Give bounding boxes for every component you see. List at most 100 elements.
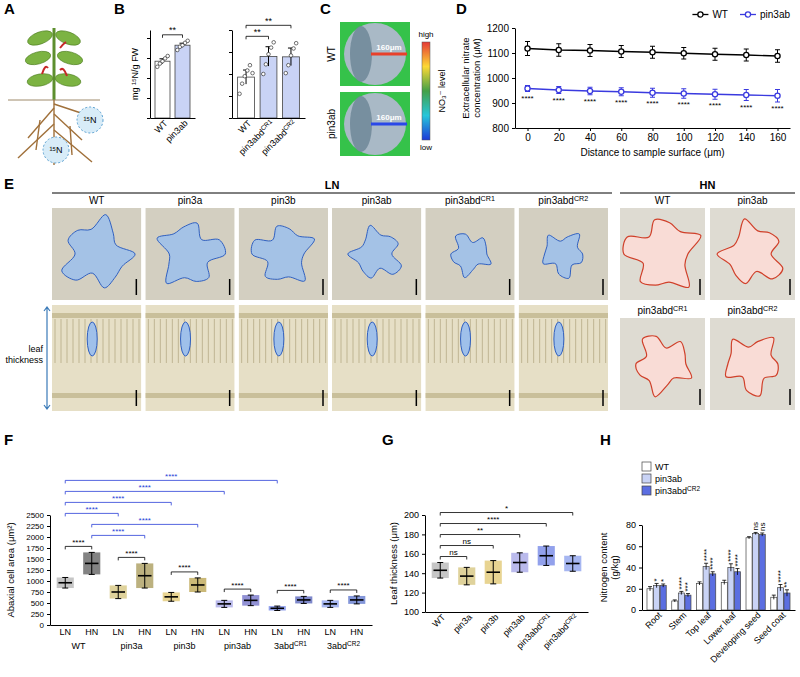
bar (685, 595, 691, 610)
bar (734, 572, 740, 610)
leaf (24, 49, 52, 67)
palisade (482, 319, 483, 363)
bar (710, 574, 716, 610)
tick-mark (512, 103, 515, 104)
micrograph (52, 305, 141, 411)
error-bar (772, 595, 776, 599)
error-bar (785, 590, 789, 596)
bar (672, 601, 678, 610)
tick-mark (229, 30, 232, 31)
palisade (247, 319, 248, 363)
error-bar (735, 569, 739, 575)
error-bar (288, 48, 294, 66)
image-label: WT (326, 46, 337, 62)
significance-label: ** (477, 526, 483, 535)
point-cloud (458, 567, 475, 584)
scale-bar (602, 390, 604, 406)
palisade (413, 319, 414, 363)
mean-line (85, 563, 99, 565)
significance-label: **** (521, 94, 533, 103)
legend-swatch (642, 462, 651, 471)
leaf (26, 28, 55, 48)
image-ground (519, 208, 608, 300)
tick (229, 52, 232, 53)
tick-label: HN (244, 627, 257, 637)
significance-label: **** (165, 472, 177, 481)
palisade (55, 319, 56, 363)
axis-line (642, 526, 643, 611)
error-bar (556, 87, 561, 94)
palisade (365, 319, 366, 363)
cell-outline (87, 322, 97, 356)
image-ground (145, 208, 234, 300)
annotation-line: leaf (28, 344, 43, 354)
tick: HN (244, 627, 257, 637)
significance-label: **** (86, 505, 98, 514)
plot-area (238, 41, 300, 118)
image-ground (52, 208, 141, 300)
point (264, 63, 268, 67)
significance-label: ns (463, 537, 471, 546)
mean-line (138, 575, 152, 577)
axis-title-line: mg ¹⁵N/g FW (130, 47, 140, 100)
tick: 250 (31, 610, 50, 619)
text-part: pin3abd (638, 305, 674, 316)
superscript: CR1 (294, 640, 307, 647)
point (284, 71, 288, 75)
tick-label: 20 (554, 132, 566, 143)
scale-bar (789, 389, 791, 405)
tick-label: WT (430, 612, 447, 629)
cell-outline (62, 215, 135, 288)
text-part: pin3abd (541, 621, 571, 651)
legend: WTpin3abpin3abdCR2 (642, 462, 700, 496)
bar (678, 593, 684, 610)
isotope-zone (43, 137, 69, 163)
measure-line (371, 123, 407, 126)
y-axis (229, 31, 233, 119)
tick-mark (512, 128, 515, 129)
error-bar (588, 87, 593, 95)
tick-mark (47, 559, 50, 560)
error-bar (713, 89, 718, 99)
scale-label: 160μm (376, 43, 401, 52)
micrograph (620, 318, 705, 410)
text-part: pin3abd (728, 305, 764, 316)
text-part: pin3abd (259, 127, 289, 157)
x-axis: LNHNLNHNLNHNLNHNLNHNLNHN (51, 626, 373, 638)
point-cloud (322, 600, 339, 607)
marker (744, 92, 749, 97)
tick-mark (147, 38, 150, 39)
axis-title-line: (g/kg) (609, 555, 620, 579)
bar (175, 45, 190, 118)
isotope-label: ¹⁵N (83, 115, 96, 125)
image-label: pin3ab (737, 195, 767, 206)
palisade (593, 319, 594, 363)
palisade (325, 319, 326, 363)
palisade (265, 319, 266, 363)
epidermis (145, 313, 234, 318)
error-bar (650, 88, 655, 97)
epidermis (332, 393, 421, 398)
mean-line (191, 584, 205, 586)
significance-label: **** (112, 494, 124, 503)
cell-outline (461, 322, 471, 356)
error-bar (556, 44, 561, 57)
palisade (319, 319, 320, 363)
tick-mark (422, 554, 425, 555)
significance-label: *** (683, 582, 692, 591)
image-ground (239, 305, 328, 411)
axis-title: Nitrogen content(g/kg) (598, 532, 620, 602)
significance-label: **** (709, 101, 721, 110)
tick-mark (47, 537, 50, 538)
tick: 1200 (487, 23, 515, 34)
palisade (575, 319, 576, 363)
significance-label: **** (776, 570, 785, 582)
image-ground (340, 92, 410, 156)
tick: 1750 (26, 544, 50, 553)
epidermis (239, 313, 328, 318)
tick: 100 (676, 128, 693, 143)
palisade (401, 319, 402, 363)
axis-title-line: Abaxial cell area (μm²) (5, 522, 16, 617)
tick: 0 (525, 128, 531, 143)
marker (587, 88, 592, 93)
